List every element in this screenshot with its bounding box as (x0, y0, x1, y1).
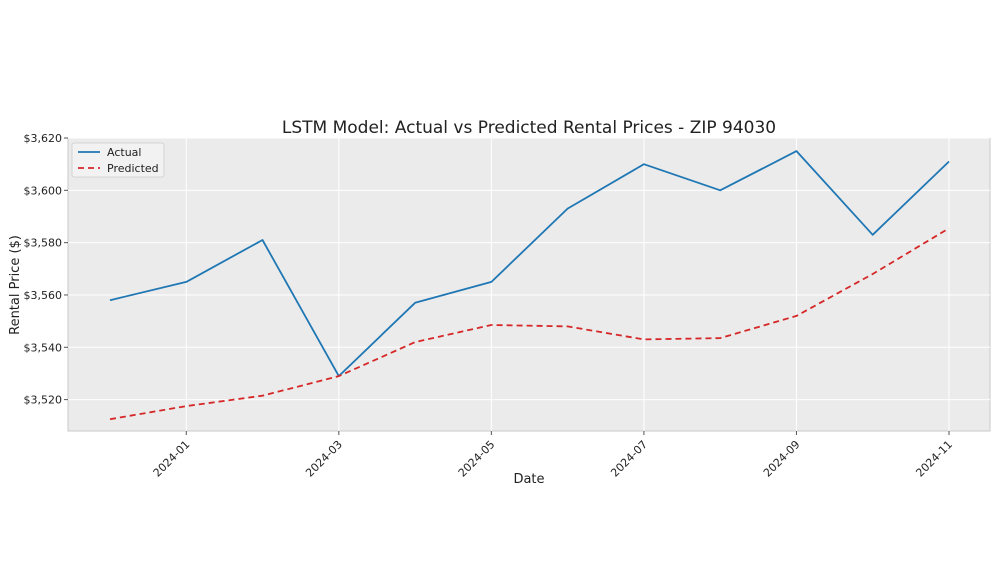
x-axis-label: Date (513, 472, 544, 487)
x-tick-label: 2024-11 (913, 438, 955, 480)
x-tick-label: 2024-03 (303, 438, 345, 480)
y-tick-label: $3,520 (24, 394, 63, 407)
y-tick-label: $3,580 (24, 237, 63, 250)
plot-area (67, 137, 991, 432)
y-tick-label: $3,540 (24, 341, 63, 354)
legend: Actual Predicted (71, 142, 165, 178)
x-tick-label: 2024-01 (151, 438, 193, 480)
y-tick-label: $3,620 (24, 132, 63, 145)
legend-label-actual: Actual (107, 146, 141, 159)
series-lines (109, 150, 950, 421)
legend-label-predicted: Predicted (107, 162, 159, 175)
x-tick-label: 2024-09 (761, 438, 803, 480)
series-line-predicted (109, 227, 950, 421)
chart-title: LSTM Model: Actual vs Predicted Rental P… (282, 118, 776, 138)
y-tick-label: $3,600 (24, 184, 63, 197)
x-tick-label: 2024-05 (456, 438, 498, 480)
y-axis: $3,520 $3,540 $3,560 $3,580 $3,600 $3,620 (24, 132, 68, 407)
y-tick-label: $3,560 (24, 289, 63, 302)
series-line-actual (109, 150, 950, 378)
grid-lines (68, 137, 990, 431)
x-tick-label: 2024-07 (608, 438, 650, 480)
y-axis-label: Rental Price ($) (8, 235, 23, 335)
x-axis: 2024-01 2024-03 2024-05 2024-07 2024-09 2024-… (151, 431, 955, 480)
